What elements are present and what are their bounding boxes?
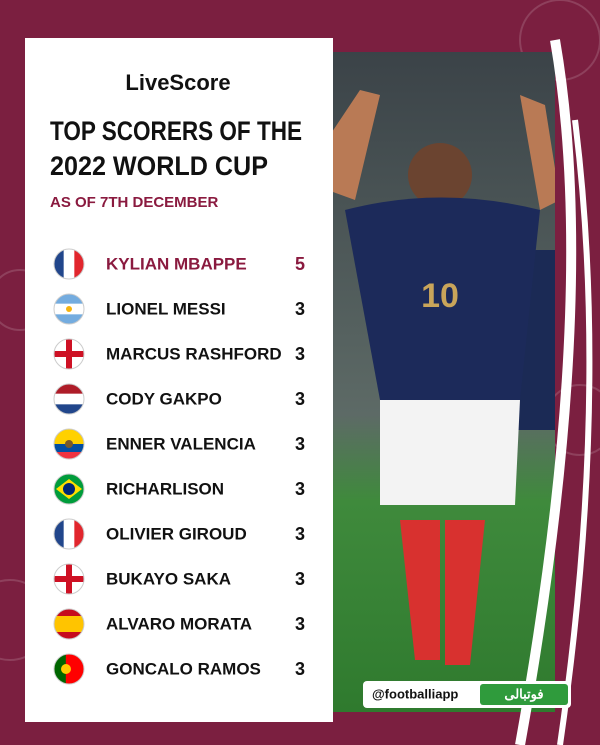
player-name: KYLIAN MBAPPE — [106, 254, 247, 273]
flag-part — [63, 483, 75, 495]
flag — [54, 384, 84, 414]
flag-part — [54, 609, 84, 617]
flag-ring — [53, 293, 85, 325]
player-name: CODY GAKPO — [106, 389, 222, 408]
flag-part — [54, 576, 84, 582]
flag-part — [54, 616, 84, 625]
flag-ring — [53, 608, 85, 640]
svg-text:10: 10 — [421, 277, 459, 315]
flag-part — [54, 384, 84, 395]
flag-part — [54, 393, 84, 405]
player-name: MARCUS RASHFORD — [106, 344, 282, 363]
player-goals: 5 — [295, 254, 305, 274]
flag — [54, 519, 84, 549]
flag-part — [61, 664, 71, 674]
player-photo: 10 — [333, 52, 555, 712]
player-goals: 3 — [295, 389, 305, 409]
flag — [54, 294, 84, 324]
title-line: TOP SCORERS OF THE — [50, 116, 302, 146]
player-name: BUKAYO SAKA — [106, 569, 231, 588]
player-goals: 3 — [295, 344, 305, 364]
flag-part — [54, 314, 84, 324]
flag-ring — [53, 338, 85, 370]
subtitle: AS OF 7TH DECEMBER — [50, 194, 219, 211]
flag-part — [54, 294, 84, 305]
flag-part — [54, 632, 84, 639]
player-name: ENNER VALENCIA — [106, 434, 256, 453]
flag-ring — [53, 653, 85, 685]
flag-part — [54, 654, 67, 684]
flag-part — [54, 452, 84, 459]
player-name: RICHARLISON — [106, 479, 224, 498]
swoosh — [515, 39, 577, 745]
flag-part — [66, 306, 72, 312]
brand: LiveScore — [125, 70, 230, 95]
player-name: LIONEL MESSI — [106, 299, 226, 318]
flag — [54, 609, 84, 639]
player-name: ALVARO MORATA — [106, 614, 252, 633]
player-name: OLIVIER GIROUD — [106, 524, 247, 543]
flag-part — [63, 519, 75, 549]
flag-ring — [53, 383, 85, 415]
player-goals: 3 — [295, 569, 305, 589]
flag — [54, 339, 84, 369]
player-goals: 3 — [295, 479, 305, 499]
flag-part — [65, 654, 84, 684]
flag — [54, 654, 84, 684]
flag-part — [54, 351, 84, 357]
swoosh — [557, 119, 593, 745]
flag-ring — [53, 428, 85, 460]
flag-ring — [53, 248, 85, 280]
flag-part — [54, 404, 84, 414]
flag-part — [54, 249, 65, 279]
flag-part — [54, 519, 65, 549]
flag-part — [54, 624, 84, 633]
flag-part — [54, 444, 84, 453]
flag-part — [65, 440, 73, 448]
flag-part — [54, 429, 84, 437]
watermark-logo — [480, 684, 568, 705]
flag-ring — [53, 563, 85, 595]
watermark-app-name: فوتبالی — [504, 686, 543, 702]
player-goals: 3 — [295, 299, 305, 319]
flag — [54, 429, 84, 459]
card — [25, 38, 333, 722]
flag — [54, 474, 84, 504]
player-name: GONCALO RAMOS — [106, 659, 261, 678]
flag-ring — [53, 518, 85, 550]
flag — [54, 249, 84, 279]
flag-ring — [53, 473, 85, 505]
flag-part — [63, 249, 75, 279]
player-goals: 3 — [295, 659, 305, 679]
player-goals: 3 — [295, 434, 305, 454]
player-goals: 3 — [295, 524, 305, 544]
flag — [54, 564, 84, 594]
player-goals: 3 — [295, 614, 305, 634]
flag-part — [74, 519, 84, 549]
scorer-list: KYLIAN MBAPPE 5 LIONEL MESSI 3 MARCUS RASHFO… — [53, 248, 305, 685]
watermark-handle: @footballiapp — [372, 686, 458, 701]
flag-part — [74, 249, 84, 279]
title-line: 2022 WORLD CUP — [50, 151, 268, 181]
